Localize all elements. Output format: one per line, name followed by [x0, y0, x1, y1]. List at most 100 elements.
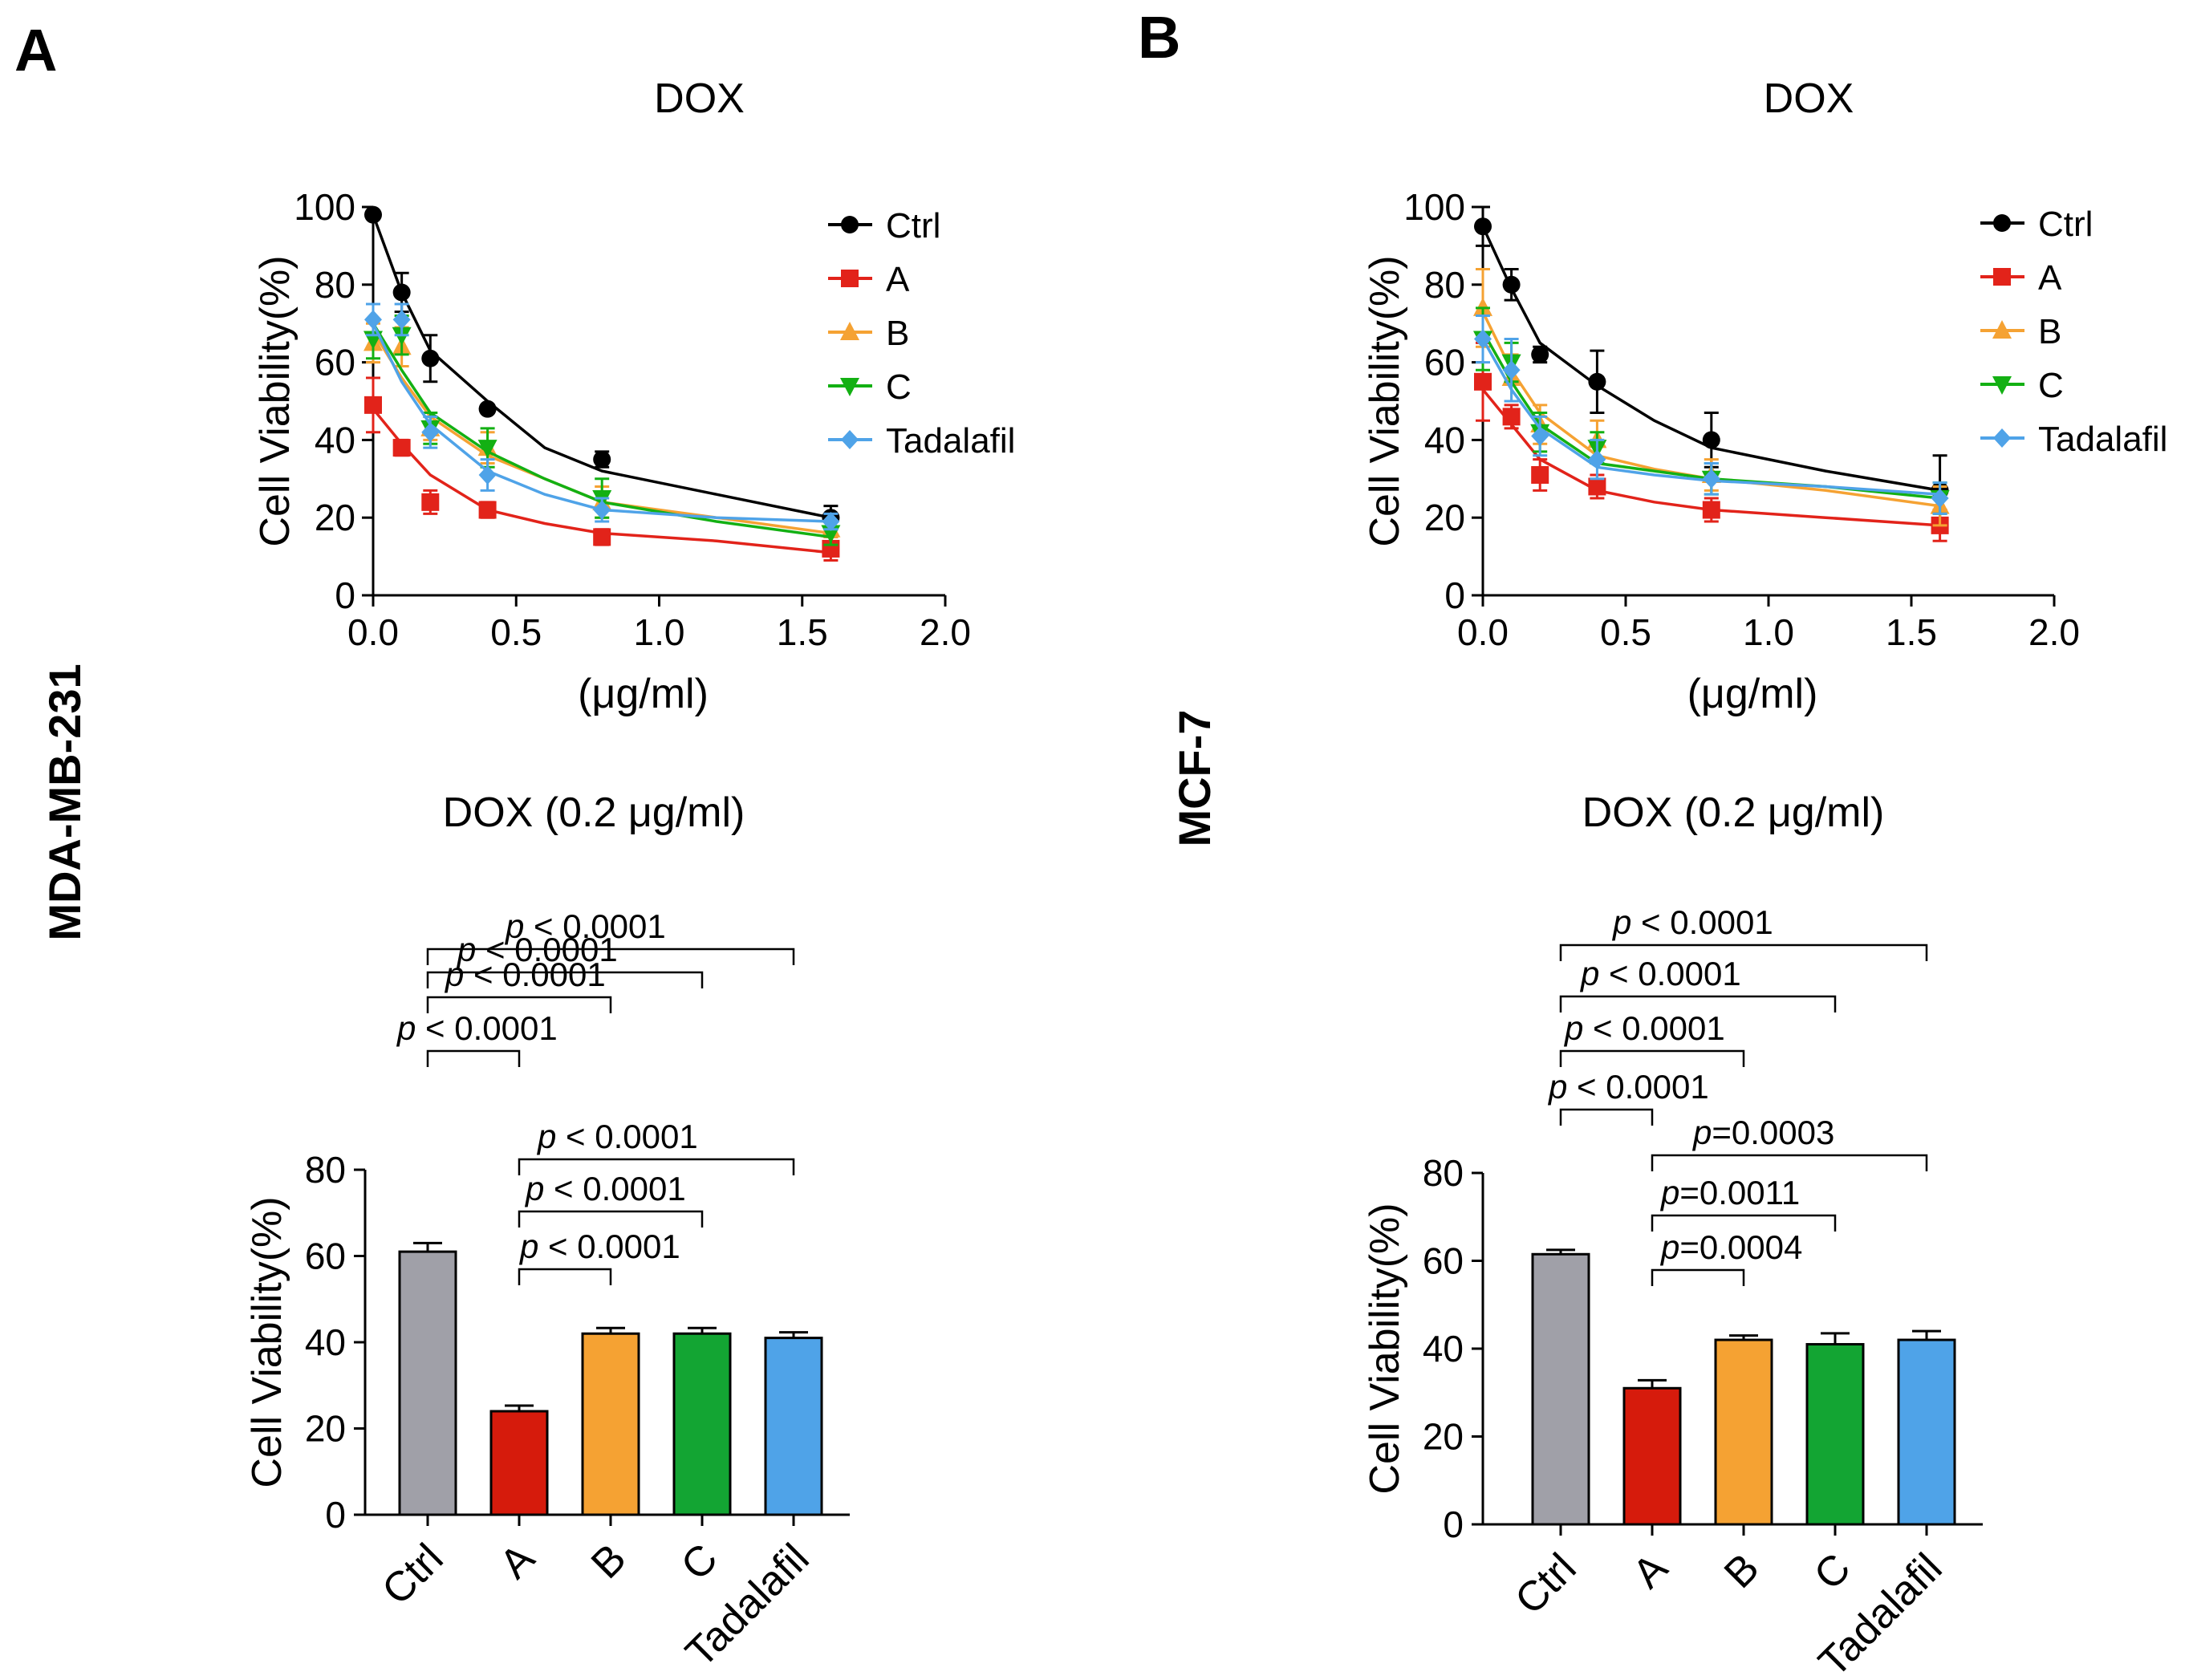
legend-marker: [841, 216, 859, 233]
p-symbol: p: [456, 931, 476, 968]
fit-curve: [372, 214, 831, 519]
bar-b: [581, 1332, 640, 1516]
bar-a: [489, 1410, 549, 1516]
x-category-label: C: [1805, 1544, 1860, 1599]
series-tadalafil: [364, 302, 840, 532]
y-axis-label: Cell Viability(%): [244, 1196, 290, 1487]
y-tick-label: 40: [315, 419, 355, 461]
p-symbol: p: [444, 956, 464, 993]
data-point: [392, 283, 411, 302]
fit-curve: [372, 323, 831, 539]
data-point: [1931, 489, 1949, 508]
legend-label: A: [886, 260, 910, 299]
legend-label: Tadalafil: [2038, 420, 2167, 459]
p-value-text: < 0.0001: [416, 1009, 557, 1047]
panel-label-b: B: [1138, 4, 1180, 71]
y-tick-label: 0: [335, 574, 355, 616]
bar-chart-a: DOX (0.2 μg/ml) Cell Viability(%) 0 20 40 60 8…: [244, 789, 850, 1676]
bar-c: [1805, 1343, 1865, 1526]
legend-label: B: [886, 314, 909, 353]
p-symbol: p: [1579, 955, 1599, 992]
data-point: [478, 400, 497, 418]
significance-bracket: [1559, 1108, 1654, 1126]
y-tick-label: 80: [1423, 1152, 1464, 1194]
p-value-text: < 0.0001: [1567, 1068, 1708, 1106]
p-value-text: < 0.0001: [524, 907, 665, 945]
legend-marker: [1993, 268, 2011, 286]
p-value-text: < 0.0001: [1631, 903, 1773, 941]
series-a: [1474, 341, 1949, 542]
p-value-label: p < 0.0001: [518, 1228, 680, 1265]
legend-marker: [1992, 376, 2012, 395]
p-value-label: p=0.0004: [1659, 1228, 1802, 1266]
p-symbol: p: [524, 1170, 544, 1207]
y-axis-label: Cell Viability(%): [252, 255, 298, 546]
y-tick-label: 100: [294, 186, 355, 228]
y-tick-label: 20: [1424, 497, 1465, 538]
data-point: [1702, 501, 1720, 519]
y-tick-label: 60: [315, 342, 355, 383]
legend-label: Ctrl: [886, 206, 940, 246]
data-point: [593, 450, 611, 469]
p-value-label: p < 0.0001: [1547, 1068, 1709, 1106]
p-value-label: p < 0.0001: [504, 907, 666, 945]
legend-label: Tadalafil: [886, 421, 1015, 461]
cell-line-label-b: MCF-7: [1169, 709, 1220, 846]
legend-marker: [841, 430, 859, 449]
p-symbol: p: [1611, 903, 1631, 941]
significance-bracket: [518, 1268, 612, 1285]
significance-bracket: [1651, 1214, 1837, 1232]
p-symbol: p: [504, 907, 524, 945]
y-tick-label: 80: [305, 1149, 346, 1191]
legend-marker: [1993, 214, 2011, 232]
p-value-label: p < 0.0001: [1611, 903, 1773, 941]
legend-marker: [841, 270, 859, 287]
y-tick-label: 60: [1424, 342, 1465, 383]
data-point: [1588, 477, 1606, 496]
p-symbol: p: [1547, 1068, 1567, 1106]
data-point: [1474, 372, 1492, 391]
legend-marker: [840, 322, 859, 340]
p-symbol: p: [1691, 1114, 1712, 1151]
data-point: [1588, 372, 1606, 391]
y-tick-label: 60: [1423, 1240, 1464, 1282]
legend-marker: [840, 378, 859, 396]
x-tick-label: 1.0: [1743, 611, 1794, 653]
x-category-label: Ctrl: [373, 1535, 452, 1613]
data-point: [1474, 329, 1492, 349]
y-tick-label: 20: [1423, 1416, 1464, 1458]
x-tick-label: 0.5: [490, 611, 542, 653]
p-symbol: p: [518, 1228, 538, 1265]
p-value-label: p < 0.0001: [524, 1170, 686, 1207]
panel-label-a: A: [14, 17, 57, 83]
p-value-label: p=0.0011: [1659, 1174, 1800, 1211]
p-value-text: < 0.0001: [544, 1170, 685, 1207]
x-category-label: A: [491, 1535, 544, 1588]
fit-curve: [1481, 388, 1940, 527]
line-chart-a: DOX (μg/ml) Cell Viability(%) 0 20 40 60 80 100 0…: [252, 75, 1015, 717]
data-point: [421, 422, 440, 442]
significance-bracket: [1651, 1268, 1745, 1286]
bar-tadalafil: [1897, 1338, 1956, 1526]
data-point: [593, 528, 611, 546]
y-tick-label: 40: [1424, 419, 1465, 461]
data-point: [1502, 275, 1521, 294]
p-value-label: p < 0.0001: [1563, 1009, 1725, 1047]
cell-line-label-a: MDA-MB-231: [39, 663, 90, 940]
p-value-text: < 0.0001: [538, 1228, 680, 1265]
significance-bracket: [426, 971, 704, 988]
significance-bracket: [1559, 943, 1928, 961]
bar-ctrl: [398, 1250, 457, 1516]
data-point: [822, 512, 840, 532]
p-value-text: < 0.0001: [1599, 955, 1740, 992]
significance-bracket: [518, 1158, 795, 1175]
p-value-label: p < 0.0001: [1579, 955, 1741, 992]
y-tick-label: 20: [315, 497, 355, 538]
bar-chart-b: DOX (0.2 μg/ml) Cell Viability(%) 0 20 40 60 8…: [1362, 789, 1983, 1680]
x-axis-label: (μg/ml): [578, 671, 709, 717]
data-point: [1531, 465, 1549, 484]
y-tick-label: 40: [1423, 1328, 1464, 1370]
legend-label: Ctrl: [2038, 205, 2093, 244]
data-point: [1531, 426, 1549, 446]
y-tick-label: 20: [305, 1408, 346, 1450]
